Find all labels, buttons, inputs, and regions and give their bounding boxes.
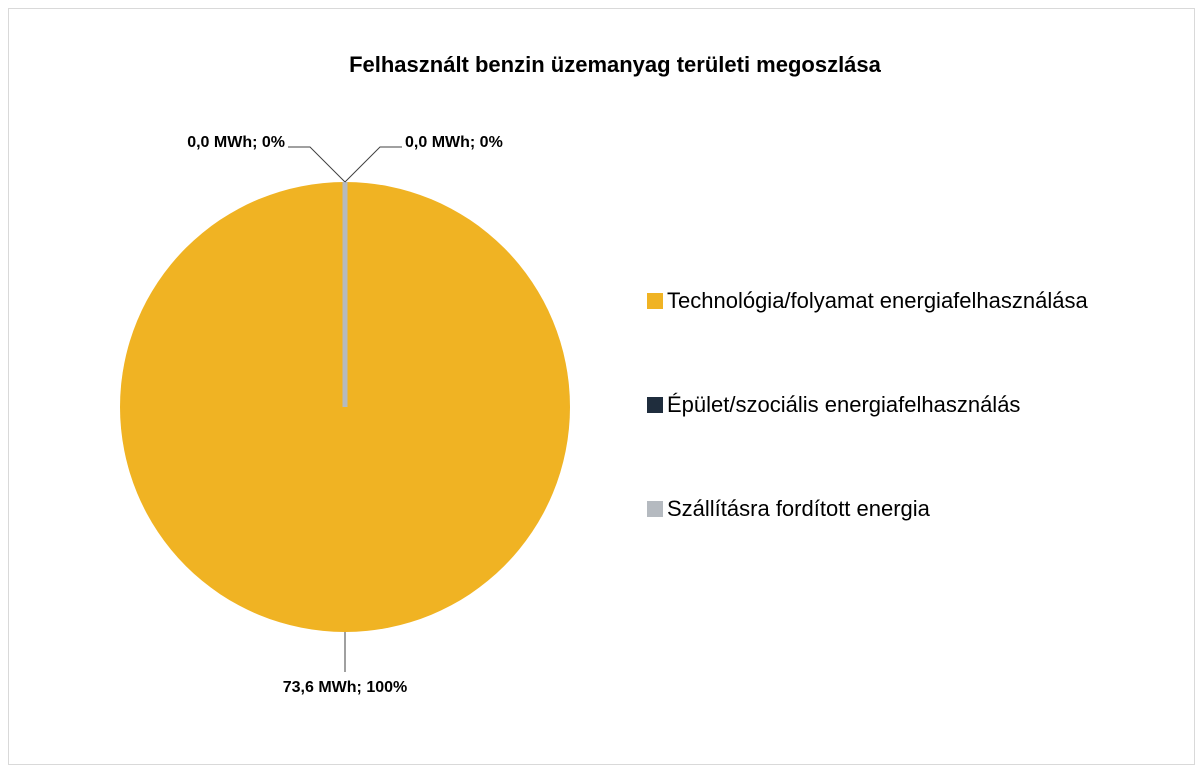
legend-swatch	[647, 397, 663, 413]
data-label: 0,0 MWh; 0%	[187, 134, 285, 151]
legend-label: Épület/szociális energiafelhasználás	[667, 392, 1020, 417]
chart-title: Felhasznált benzin üzemanyag területi me…	[349, 52, 882, 77]
leader-line	[344, 146, 402, 183]
legend-label: Szállításra fordított energia	[667, 496, 931, 521]
leader-line	[288, 146, 346, 183]
data-label: 0,0 MWh; 0%	[405, 134, 503, 151]
legend-swatch	[647, 501, 663, 517]
data-label: 73,6 MWh; 100%	[283, 679, 407, 696]
legend-label: Technológia/folyamat energiafelhasználás…	[667, 288, 1088, 313]
legend-swatch	[647, 293, 663, 309]
